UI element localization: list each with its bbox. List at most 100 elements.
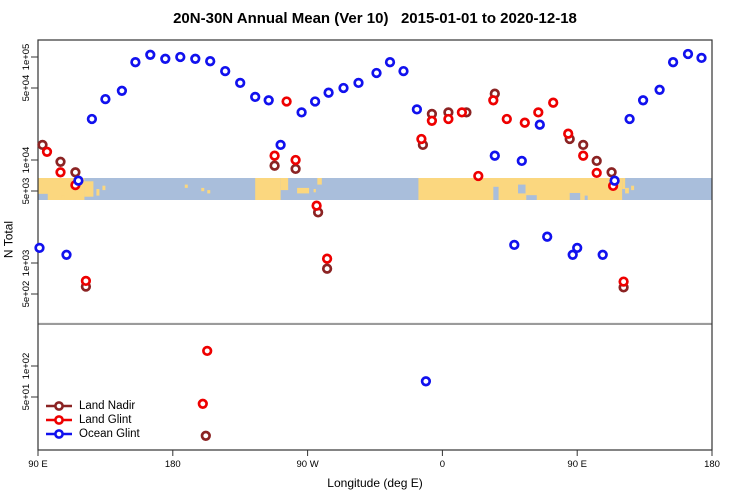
data-point bbox=[321, 263, 333, 274]
map-strip-land bbox=[84, 181, 94, 197]
data-point bbox=[534, 119, 545, 130]
x-tick-label: 90 E bbox=[28, 459, 48, 470]
data-point bbox=[309, 96, 321, 107]
data-point bbox=[145, 49, 156, 60]
data-point bbox=[130, 57, 141, 68]
data-point bbox=[55, 156, 66, 167]
data-point bbox=[654, 84, 665, 95]
data-point bbox=[519, 117, 530, 128]
x-tick-label: 90 E bbox=[567, 459, 587, 470]
y-axis-label: N Total bbox=[1, 220, 16, 259]
data-point bbox=[290, 154, 301, 166]
data-point bbox=[250, 91, 261, 103]
data-point bbox=[578, 139, 589, 151]
data-point bbox=[667, 57, 679, 68]
map-strip-ocean-cutout bbox=[38, 193, 48, 200]
data-point bbox=[516, 155, 527, 167]
y-tick-label: 5e+01 bbox=[21, 384, 32, 411]
data-point bbox=[371, 67, 382, 79]
ocean-glint-marker-icon bbox=[46, 429, 72, 439]
series-ocean-glint bbox=[34, 48, 707, 387]
data-point bbox=[473, 170, 484, 182]
map-strip-land bbox=[184, 184, 188, 188]
data-point bbox=[269, 160, 280, 171]
data-point bbox=[567, 249, 578, 260]
data-point bbox=[80, 275, 92, 287]
data-point bbox=[37, 139, 48, 151]
data-point bbox=[73, 175, 84, 186]
data-point bbox=[269, 150, 280, 161]
data-point bbox=[420, 376, 432, 387]
x-tick-label: 0 bbox=[440, 459, 445, 470]
data-point bbox=[100, 93, 111, 105]
map-strip-land bbox=[61, 195, 65, 199]
data-point bbox=[597, 249, 608, 260]
data-point bbox=[202, 345, 213, 357]
map-strip-ocean-cutout bbox=[493, 186, 499, 200]
data-point bbox=[618, 276, 629, 287]
y-tick-label: 1e+03 bbox=[21, 250, 32, 277]
data-point bbox=[572, 242, 583, 254]
data-point bbox=[548, 97, 559, 108]
series-land-glint bbox=[41, 95, 629, 409]
data-point bbox=[542, 231, 553, 242]
data-point bbox=[275, 139, 286, 151]
legend-item-land-nadir: Land Nadir bbox=[46, 399, 140, 413]
data-point bbox=[578, 150, 589, 161]
map-strip-land bbox=[317, 178, 322, 185]
data-point bbox=[489, 150, 500, 161]
data-point bbox=[426, 115, 438, 126]
data-point bbox=[353, 77, 364, 89]
map-strip-land bbox=[255, 178, 281, 200]
data-point bbox=[416, 133, 427, 145]
data-point bbox=[411, 104, 423, 115]
data-point bbox=[624, 113, 635, 125]
data-point bbox=[205, 56, 216, 67]
x-tick-label: 180 bbox=[165, 459, 181, 470]
chart-title: 20N-30N Annual Mean (Ver 10) 2015-01-01 … bbox=[173, 10, 577, 27]
data-point bbox=[296, 107, 307, 118]
data-point bbox=[34, 242, 45, 254]
data-point bbox=[398, 65, 409, 77]
y-tick-label: 1e+04 bbox=[21, 147, 32, 174]
legend-label: Ocean Glint bbox=[79, 428, 140, 440]
y-tick-label: 1e+05 bbox=[21, 44, 32, 71]
land-nadir-marker-icon bbox=[46, 401, 72, 411]
data-point bbox=[175, 51, 186, 63]
map-strip-ocean-cutout bbox=[526, 195, 537, 200]
data-point bbox=[384, 57, 396, 68]
map-strip-land bbox=[201, 187, 205, 192]
data-point bbox=[443, 113, 454, 125]
data-point bbox=[70, 167, 81, 178]
data-point bbox=[637, 95, 649, 106]
legend-label: Land Nadir bbox=[79, 400, 136, 412]
series-land-nadir bbox=[37, 88, 629, 441]
data-point bbox=[290, 163, 301, 175]
data-point bbox=[456, 107, 468, 118]
data-point bbox=[235, 77, 246, 89]
data-point bbox=[220, 65, 231, 77]
y-tick-label: 1e+02 bbox=[21, 353, 32, 380]
x-tick-label: 180 bbox=[704, 459, 720, 470]
y-tick-label: 5e+03 bbox=[21, 178, 32, 205]
data-point bbox=[86, 113, 98, 125]
x-tick-label: 90 W bbox=[297, 459, 319, 470]
data-point bbox=[501, 113, 512, 125]
data-point bbox=[591, 167, 602, 179]
data-point bbox=[116, 85, 128, 96]
data-point bbox=[263, 95, 274, 106]
data-point bbox=[338, 82, 349, 94]
data-point bbox=[682, 48, 694, 60]
data-point bbox=[55, 167, 66, 178]
map-strip-land bbox=[622, 178, 626, 189]
data-point bbox=[323, 87, 334, 98]
x-axis-label: Longitude (deg E) bbox=[327, 476, 423, 490]
data-point bbox=[200, 430, 211, 441]
y-tick-label: 5e+02 bbox=[21, 281, 32, 308]
data-point bbox=[281, 96, 292, 107]
data-point bbox=[61, 249, 72, 260]
map-strip-ocean-cutout bbox=[584, 195, 588, 200]
map-strip-land bbox=[102, 185, 106, 191]
